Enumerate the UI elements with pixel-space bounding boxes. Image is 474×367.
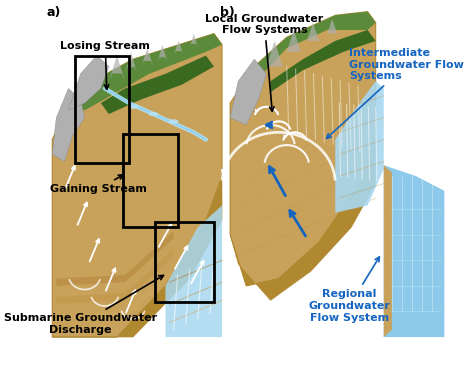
Polygon shape — [56, 268, 173, 323]
Polygon shape — [327, 19, 337, 34]
Polygon shape — [266, 41, 283, 66]
Bar — [155, 222, 214, 302]
Polygon shape — [56, 231, 173, 286]
Polygon shape — [68, 55, 109, 110]
Polygon shape — [157, 44, 167, 63]
Text: Intermediate
Groundwater Flow
Systems: Intermediate Groundwater Flow Systems — [327, 48, 464, 138]
Polygon shape — [52, 88, 85, 161]
Polygon shape — [52, 176, 222, 337]
Polygon shape — [52, 34, 222, 337]
Text: Submarine Groundwater
Discharge: Submarine Groundwater Discharge — [4, 275, 164, 335]
Text: Gaining Stream: Gaining Stream — [50, 175, 147, 194]
Polygon shape — [68, 34, 222, 110]
Polygon shape — [287, 30, 301, 52]
Polygon shape — [384, 165, 445, 337]
Polygon shape — [173, 41, 183, 55]
Ellipse shape — [168, 119, 179, 124]
Polygon shape — [230, 12, 376, 286]
Text: a): a) — [46, 6, 61, 19]
Polygon shape — [384, 165, 392, 337]
Polygon shape — [141, 48, 154, 66]
Polygon shape — [335, 81, 384, 213]
Bar — [123, 134, 178, 228]
Text: Local Groundwater
Flow Systems: Local Groundwater Flow Systems — [205, 14, 324, 111]
Bar — [74, 55, 129, 163]
Ellipse shape — [148, 112, 158, 116]
Polygon shape — [190, 34, 198, 48]
Polygon shape — [271, 30, 376, 92]
Polygon shape — [165, 206, 222, 337]
Polygon shape — [230, 139, 376, 301]
Text: b): b) — [220, 6, 235, 19]
Text: Regional
Groundwater
Flow System: Regional Groundwater Flow System — [309, 257, 390, 323]
Polygon shape — [125, 52, 137, 74]
Polygon shape — [307, 23, 319, 41]
Polygon shape — [255, 12, 376, 74]
Polygon shape — [101, 55, 214, 114]
Polygon shape — [56, 249, 173, 304]
Text: Losing Stream: Losing Stream — [60, 41, 150, 89]
Ellipse shape — [128, 105, 138, 109]
Polygon shape — [109, 55, 125, 81]
Polygon shape — [230, 59, 266, 125]
